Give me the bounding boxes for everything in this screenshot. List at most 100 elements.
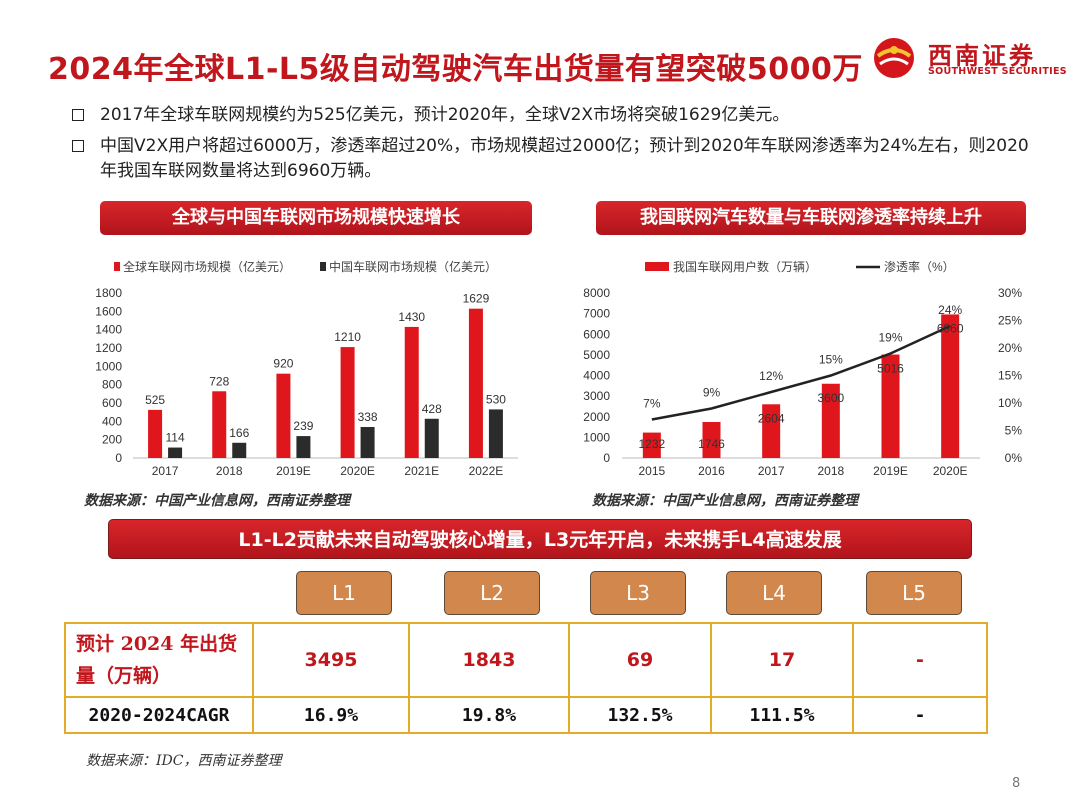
legend-label: 我国车联网用户数（万辆）	[673, 259, 817, 274]
level-box-l4: L4	[726, 571, 822, 615]
data-label: 166	[229, 426, 249, 440]
bar-users	[941, 314, 959, 458]
x-tick-label: 2019E	[873, 464, 908, 478]
table-row: 预计 2024 年出货量（万辆） 3495 1843 69 17 -	[65, 623, 987, 697]
bar-china	[361, 427, 375, 458]
legend-label: 中国车联网市场规模（亿美元）	[329, 259, 497, 274]
bar-china	[232, 443, 246, 458]
penetration-line	[652, 326, 950, 420]
y-tick-label-left: 8000	[583, 286, 610, 300]
data-label: 239	[293, 419, 313, 433]
x-tick-label: 2020E	[933, 464, 968, 478]
shipment-table: 预计 2024 年出货量（万辆） 3495 1843 69 17 - 2020-…	[64, 622, 988, 734]
bar-data-label: 5016	[877, 362, 904, 376]
line-data-label: 9%	[703, 386, 721, 400]
data-label: 728	[209, 374, 229, 388]
table-cell: 132.5%	[569, 697, 711, 733]
right-chart-source: 数据来源：中国产业信息网，西南证券整理	[592, 490, 858, 510]
legend-swatch	[320, 262, 326, 271]
bar-data-label: 1232	[638, 437, 665, 451]
x-tick-label: 2015	[638, 464, 665, 478]
table-cell: -	[853, 697, 987, 733]
y-tick-label-left: 5000	[583, 348, 610, 362]
y-tick-label: 1000	[95, 359, 122, 373]
y-tick-label: 1800	[95, 286, 122, 300]
x-tick-label: 2017	[758, 464, 785, 478]
table-cell: 16.9%	[253, 697, 409, 733]
y-tick-label-right: 0%	[1005, 451, 1023, 465]
data-label: 920	[273, 357, 293, 371]
line-data-label: 15%	[819, 353, 843, 367]
y-tick-label-right: 30%	[998, 286, 1022, 300]
bar-china	[168, 448, 182, 458]
bar-global	[341, 347, 355, 458]
y-tick-label-left: 2000	[583, 410, 610, 424]
table-cell: 111.5%	[711, 697, 853, 733]
legend-label: 全球车联网市场规模（亿美元）	[123, 259, 291, 274]
data-label: 525	[145, 393, 165, 407]
data-label: 1430	[398, 310, 425, 324]
data-label: 530	[486, 392, 506, 406]
bar-china	[296, 436, 310, 458]
row-header-cagr: 2020-2024CAGR	[65, 697, 253, 733]
y-tick-label-right: 20%	[998, 341, 1022, 355]
y-tick-label: 1400	[95, 323, 122, 337]
data-label: 1210	[334, 330, 361, 344]
x-tick-label: 2016	[698, 464, 725, 478]
bar-global	[276, 374, 290, 458]
line-data-label: 12%	[759, 369, 783, 383]
charts-canvas: 全球车联网市场规模（亿美元） 中国车联网市场规模（亿美元） 0 200 400 600 80…	[0, 0, 1080, 520]
y-tick-label-right: 5%	[1005, 424, 1023, 438]
data-label: 428	[422, 402, 442, 416]
y-tick-label: 800	[102, 378, 122, 392]
data-label: 338	[358, 410, 378, 424]
y-tick-label-left: 7000	[583, 307, 610, 321]
data-label: 114	[166, 431, 185, 445]
legend-swatch	[114, 262, 120, 271]
bar-global	[469, 309, 483, 458]
x-tick-label: 2017	[152, 464, 179, 478]
y-tick-label-left: 1000	[583, 430, 610, 444]
y-tick-label: 600	[102, 396, 122, 410]
x-tick-label: 2021E	[404, 464, 439, 478]
y-tick-label: 1600	[95, 304, 122, 318]
table-cell: 19.8%	[409, 697, 569, 733]
bar-china	[425, 419, 439, 458]
y-tick-label-right: 10%	[998, 396, 1022, 410]
table-cell: -	[853, 623, 987, 697]
left-chart-source: 数据来源：中国产业信息网，西南证券整理	[84, 490, 350, 510]
table-cell: 17	[711, 623, 853, 697]
y-tick-label-right: 15%	[998, 369, 1022, 383]
level-box-l5: L5	[866, 571, 962, 615]
y-tick-label-left: 4000	[583, 369, 610, 383]
table-cell: 1843	[409, 623, 569, 697]
y-tick-label: 200	[102, 433, 122, 447]
line-data-label: 7%	[643, 397, 661, 411]
y-tick-label-left: 6000	[583, 327, 610, 341]
x-tick-label: 2018	[216, 464, 243, 478]
level-box-l3: L3	[590, 571, 686, 615]
x-tick-label: 2020E	[340, 464, 375, 478]
bar-global	[148, 410, 162, 458]
y-tick-label: 0	[115, 451, 122, 465]
page-number: 8	[1012, 776, 1020, 791]
data-label: 1629	[463, 292, 490, 306]
x-tick-label: 2019E	[276, 464, 311, 478]
autonomy-levels-banner: L1-L2贡献未来自动驾驶核心增量，L3元年开启，未来携手L4高速发展	[108, 519, 972, 559]
row-header-shipments: 预计 2024 年出货量（万辆）	[65, 623, 253, 697]
x-tick-label: 2018	[817, 464, 844, 478]
bar-data-label: 2604	[758, 411, 785, 425]
legend-swatch	[645, 262, 669, 271]
bar-global	[405, 327, 419, 458]
y-tick-label-left: 3000	[583, 389, 610, 403]
bar-china	[489, 409, 503, 458]
legend-label: 渗透率（%）	[884, 259, 955, 274]
level-box-l1: L1	[296, 571, 392, 615]
bar-data-label: 6960	[937, 321, 964, 335]
y-tick-label-right: 25%	[998, 314, 1022, 328]
line-data-label: 19%	[878, 331, 902, 345]
y-tick-label: 400	[102, 414, 122, 428]
table-cell: 69	[569, 623, 711, 697]
y-tick-label: 1200	[95, 341, 122, 355]
bar-data-label: 3600	[817, 391, 844, 405]
